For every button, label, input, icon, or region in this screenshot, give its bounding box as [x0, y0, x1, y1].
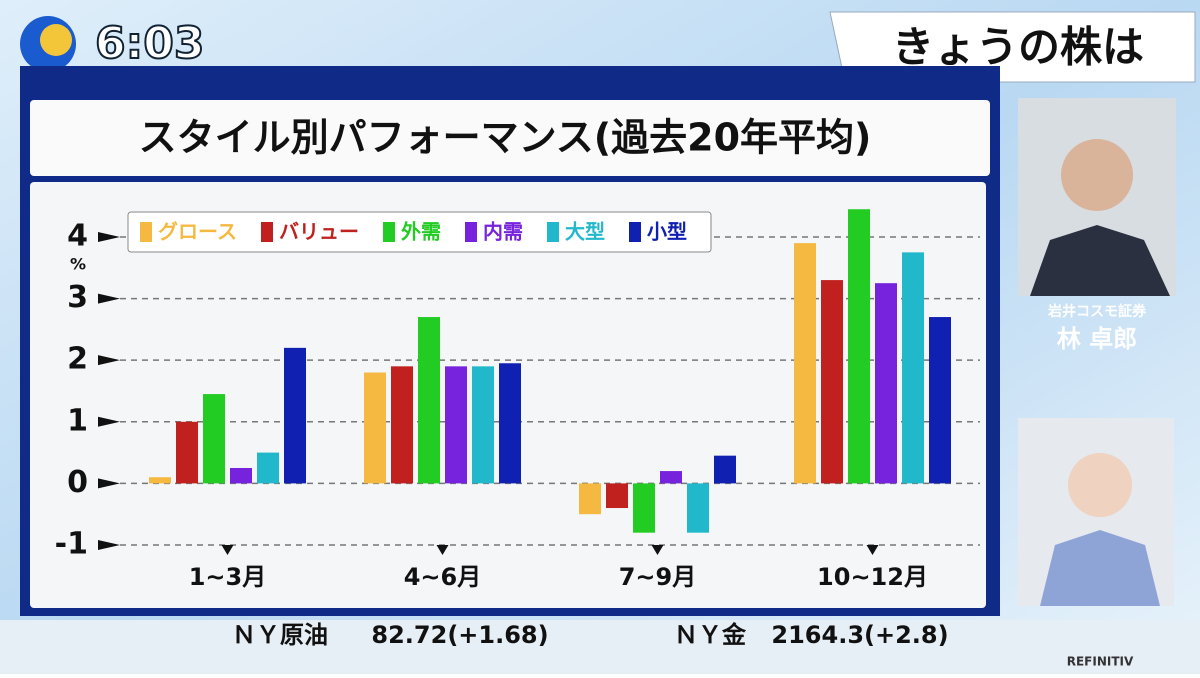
bar: [499, 363, 521, 484]
legend-label: 外需: [401, 220, 441, 244]
logo-sun: [40, 24, 72, 56]
bar: [633, 483, 655, 533]
guest-company: 岩井コスモ証券: [1047, 303, 1147, 320]
header-box: [829, 11, 1196, 83]
legend-label: 大型: [565, 220, 605, 244]
legend-label: バリュー: [279, 220, 359, 244]
bar: [929, 317, 951, 484]
legend: [127, 211, 712, 253]
guest-name: 林 卓郎: [1057, 325, 1137, 353]
y-tick-label: 1: [67, 403, 88, 438]
y-tick-label: 2: [67, 342, 88, 377]
legend-swatch: [465, 222, 477, 242]
header: きょうの株は: [892, 23, 1144, 72]
ticker-bar: [0, 620, 1200, 674]
legend-swatch: [140, 222, 152, 242]
bar: [257, 452, 279, 484]
legend-label: 内需: [483, 220, 523, 244]
tick-mark: [98, 416, 120, 427]
bar: [579, 483, 601, 515]
tick-mark: [98, 355, 120, 366]
ticker-value: 2164.3(+2.8): [771, 621, 948, 649]
guest-face: [1061, 139, 1133, 211]
tick-mark: [98, 293, 120, 304]
bar: [875, 283, 897, 484]
x-tick-label: 1~3月: [189, 563, 267, 591]
bar: [902, 252, 924, 484]
bar: [660, 471, 682, 484]
ticker-name: ＮＹ金: [674, 621, 747, 649]
bar: [364, 372, 386, 484]
anchor-blouse: [1040, 530, 1160, 606]
tick-mark: [98, 231, 120, 242]
tick-mark: [98, 478, 120, 489]
legend-swatch: [629, 222, 641, 242]
y-tick-label: 3: [67, 280, 88, 315]
bar: [606, 483, 628, 509]
brand: REFINITIV: [1067, 655, 1134, 669]
bar: [176, 421, 198, 484]
legend-swatch: [383, 222, 395, 242]
bar: [687, 483, 709, 533]
tick-mark: [98, 540, 120, 550]
clock: 6:03: [95, 18, 204, 69]
y-tick-label: 4: [67, 218, 88, 253]
ticker-name: ＮＹ原油: [232, 621, 328, 649]
y-tick-label: -1: [55, 527, 88, 562]
bar: [848, 209, 870, 484]
ticker-value: 82.72(+1.68): [371, 621, 548, 649]
bar: [794, 243, 816, 484]
legend-swatch: [547, 222, 559, 242]
x-tick-label: 4~6月: [404, 563, 482, 591]
anchor-face: [1068, 453, 1132, 517]
legend-label: グロース: [158, 220, 237, 244]
legend-label: 小型: [647, 220, 687, 244]
bar: [714, 455, 736, 484]
x-tick-mark: [866, 545, 879, 555]
x-tick-mark: [221, 545, 234, 555]
bar: [203, 394, 225, 484]
title-box: [30, 100, 990, 176]
x-tick-label: 7~9月: [619, 563, 697, 591]
bar: [149, 477, 171, 484]
legend-swatch: [261, 222, 273, 242]
chart-title: スタイル別パフォーマンス(過去20年平均): [139, 116, 872, 160]
y-tick-label: 0: [67, 465, 88, 500]
bar: [391, 366, 413, 484]
x-tick-label: 10~12月: [817, 563, 928, 591]
y-unit: %: [70, 254, 86, 273]
bar: [284, 347, 306, 484]
bar: [418, 317, 440, 484]
x-tick-mark: [436, 545, 449, 555]
bar: [230, 467, 252, 484]
bar: [445, 366, 467, 484]
guest-suit: [1030, 225, 1170, 296]
bar: [821, 280, 843, 484]
bar: [472, 366, 494, 484]
x-tick-mark: [651, 545, 664, 555]
